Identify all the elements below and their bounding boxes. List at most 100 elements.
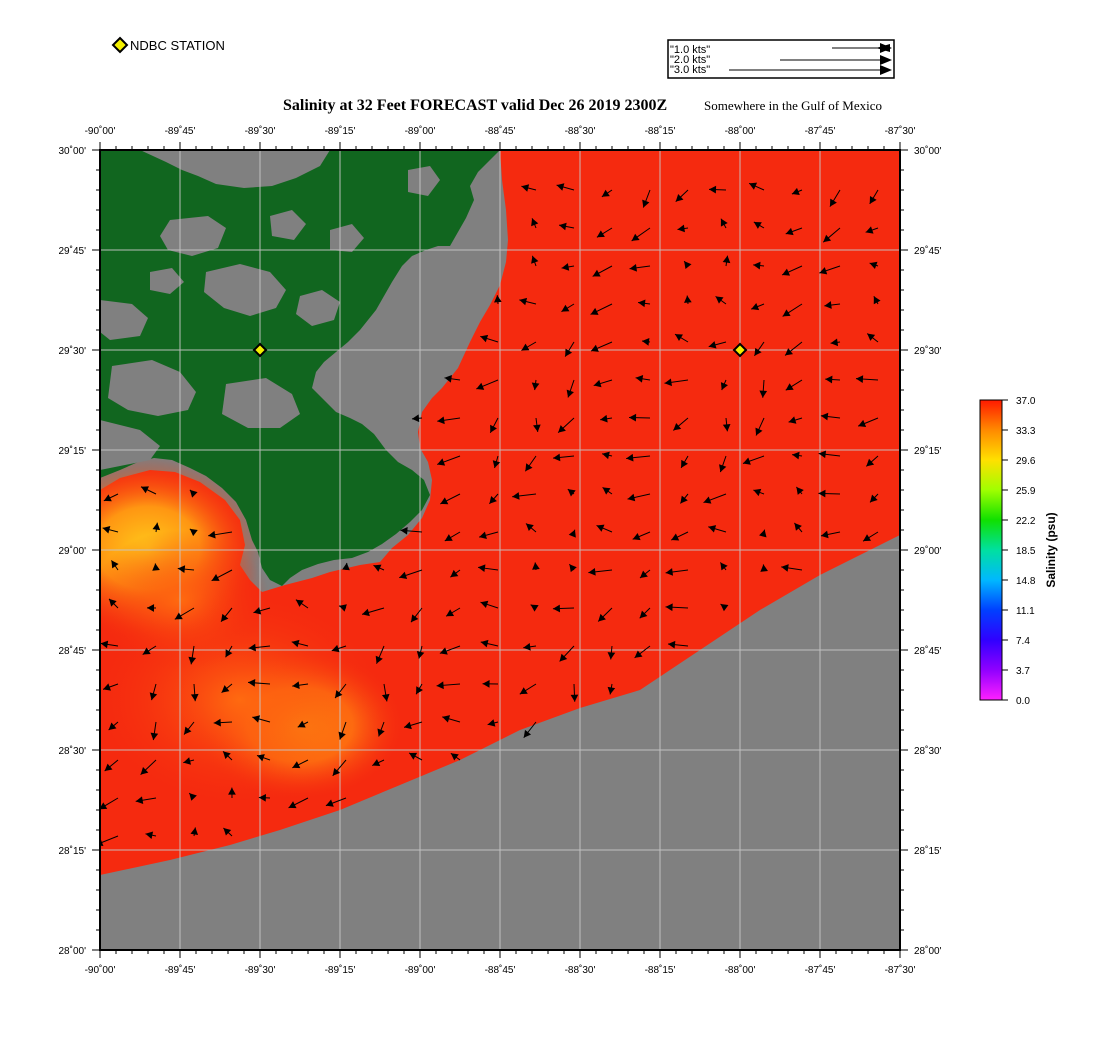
colorbar-tick-label: 25.9: [1016, 486, 1036, 497]
current-arrowhead-icon: [174, 612, 183, 620]
current-arrowhead-icon: [829, 198, 837, 207]
current-arrowhead-icon: [634, 650, 643, 658]
current-arrowhead-icon: [444, 534, 453, 541]
lon-label-bottom: -88˚00': [725, 964, 756, 976]
station-legend: NDBC STATION: [111, 36, 225, 54]
current-arrowhead-icon: [819, 267, 828, 275]
map-subtitle: Somewhere in the Gulf of Mexico: [704, 98, 882, 113]
lon-label-bottom: -89˚00': [405, 964, 436, 976]
current-arrowhead-icon: [494, 295, 502, 303]
current-arrowhead-icon: [553, 453, 561, 462]
current-arrowhead-icon: [639, 610, 648, 619]
current-arrowhead-icon: [189, 528, 198, 537]
current-arrowhead-icon: [708, 185, 717, 194]
current-arrowhead-icon: [480, 334, 489, 343]
current-arrowhead-icon: [593, 379, 602, 388]
current-arrowhead-icon: [791, 187, 800, 196]
current-arrowhead-icon: [141, 486, 149, 494]
current-arrowhead-icon: [292, 761, 301, 769]
current-arrow-icon: [100, 835, 119, 844]
current-arrowhead-icon: [664, 378, 672, 387]
current-arrowhead-icon: [681, 459, 688, 468]
current-arrowhead-icon: [680, 495, 688, 504]
current-arrowhead-icon: [439, 647, 448, 655]
lon-label-top: -89˚30': [245, 125, 276, 137]
current-arrowhead-icon: [291, 639, 300, 648]
current-arrowhead-icon: [602, 451, 610, 460]
current-arrowhead-icon: [480, 600, 489, 609]
current-arrowhead-icon: [480, 639, 489, 648]
current-arrowhead-icon: [295, 599, 304, 607]
lat-labels-left: 30˚00' 29˚45' 29˚30' 29˚15' 29˚00' 28˚45…: [59, 145, 87, 957]
current-arrowhead-icon: [525, 463, 533, 472]
current-arrowhead-icon: [867, 333, 876, 341]
station-legend-label: NDBC STATION: [130, 38, 225, 53]
map-title: Salinity at 32 Feet FORECAST valid Dec 2…: [283, 97, 667, 114]
current-arrowhead-icon: [824, 301, 832, 309]
current-arrowhead-icon: [490, 424, 497, 433]
current-arrowhead-icon: [325, 799, 334, 807]
lat-labels-right: 30˚00' 29˚45' 29˚30' 29˚15' 29˚00' 28˚45…: [914, 145, 942, 957]
current-arrowhead-icon: [479, 531, 487, 539]
current-arrowhead-icon: [569, 564, 577, 573]
current-arrowhead-icon: [720, 604, 729, 612]
current-arrowhead-icon: [437, 458, 446, 466]
current-arrowhead-icon: [450, 569, 459, 578]
current-arrowhead-icon: [145, 831, 154, 840]
current-arrowhead-icon: [100, 802, 108, 810]
ndbc-station-marker-icon[interactable]: [732, 342, 748, 358]
lon-labels-top: -90˚00' -89˚45' -89˚30' -89˚15' -89˚00' …: [85, 125, 916, 137]
current-arrowhead-icon: [684, 295, 692, 303]
lat-label-right: 30˚00': [914, 145, 942, 157]
current-arrowhead-icon: [444, 374, 452, 383]
lat-label-right: 29˚45': [914, 245, 942, 257]
current-arrowhead-icon: [788, 416, 797, 424]
lat-label-right: 28˚15': [914, 845, 942, 857]
current-arrowhead-icon: [147, 604, 155, 612]
colorbar-tick-label: 37.0: [1016, 396, 1036, 407]
current-arrowhead-icon: [190, 827, 199, 835]
current-vector-field: [100, 182, 881, 846]
current-arrowhead-icon: [335, 690, 343, 699]
current-arrowhead-icon: [487, 719, 496, 727]
current-arrowhead-icon: [531, 218, 539, 227]
current-arrowhead-icon: [400, 526, 408, 535]
current-arrowhead-icon: [755, 427, 763, 436]
lat-label-right: 28˚30': [914, 745, 942, 757]
vector-label-2: "2.0 kts": [670, 54, 710, 66]
current-arrowhead-icon: [781, 564, 789, 572]
current-arrowhead-icon: [476, 382, 485, 390]
current-arrowhead-icon: [410, 614, 419, 623]
lat-label-left: 28˚00': [59, 945, 87, 957]
map-frame: [100, 150, 900, 950]
axis-tick-marks: [92, 142, 908, 958]
current-arrowhead-icon: [531, 255, 539, 264]
current-arrowhead-icon: [640, 570, 648, 578]
current-arrowhead-icon: [820, 412, 829, 421]
current-arrowhead-icon: [342, 562, 350, 571]
salinity-warm-patches: [100, 456, 405, 810]
current-arrowhead-icon: [253, 607, 262, 615]
current-arrowhead-icon: [208, 530, 216, 539]
current-arrowhead-icon: [256, 754, 265, 762]
current-arrowhead-icon: [785, 383, 794, 391]
current-arrowhead-icon: [825, 375, 833, 384]
current-arrowhead-icon: [223, 827, 232, 836]
current-arrowhead-icon: [288, 801, 297, 809]
louisiana-land: [100, 150, 500, 586]
salinity-colorbar: 37.0 33.3 29.6 25.9 22.2 18.5 14.8 11.1 …: [979, 396, 1058, 707]
current-arrowhead-icon: [416, 650, 425, 659]
lon-label-top: -89˚00': [405, 125, 436, 137]
current-arrowhead-icon: [521, 184, 530, 192]
ndbc-station-marker-icon[interactable]: [252, 342, 268, 358]
current-arrowhead-icon: [381, 693, 390, 702]
current-arrowhead-icon: [108, 722, 117, 731]
lat-label-right: 28˚45': [914, 645, 942, 657]
current-arrowhead-icon: [753, 261, 761, 270]
current-arrowhead-icon: [436, 681, 444, 690]
lon-label-top: -88˚00': [725, 125, 756, 137]
current-arrowhead-icon: [720, 382, 728, 391]
current-arrowhead-icon: [708, 341, 717, 349]
current-arrowhead-icon: [373, 564, 382, 572]
colorbar-tick-label: 7.4: [1016, 636, 1030, 647]
